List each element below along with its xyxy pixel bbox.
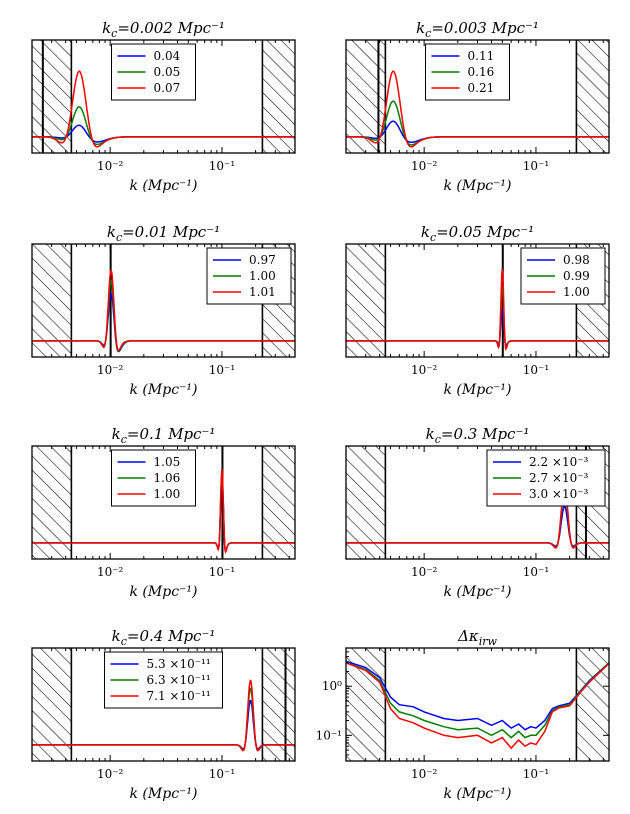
panel-title: kc=0.01 Mpc⁻¹ (107, 223, 220, 244)
y-tick-label: 10⁻¹ (316, 728, 342, 742)
panel-4: 10⁻² 10⁻¹ k (Mpc⁻¹) 0.98 0.99 1.00 (345, 243, 610, 398)
panel-title: kc=0.1 Mpc⁻¹ (112, 425, 216, 446)
legend-label: 3.0 ×10⁻³ (529, 487, 589, 501)
legend-label: 1.00 (563, 285, 590, 299)
x-tick-label: 10⁻¹ (523, 363, 549, 377)
excluded-region (32, 648, 72, 761)
legend-label: 0.16 (468, 65, 495, 79)
x-tick-label: 10⁻² (97, 565, 124, 579)
legend-label: 0.98 (563, 253, 590, 267)
x-tick-label: 10⁻² (411, 159, 438, 173)
legend-label: 1.00 (154, 487, 181, 501)
series-line-red (32, 468, 295, 554)
x-axis-label: k (Mpc⁻¹) (444, 786, 512, 802)
legend-label: 2.2 ×10⁻³ (529, 455, 589, 469)
x-tick-label: 10⁻¹ (209, 363, 235, 377)
x-axis-label: k (Mpc⁻¹) (444, 178, 512, 194)
x-tick-label: 10⁻¹ (209, 159, 235, 173)
x-tick-label: 10⁻¹ (523, 767, 549, 781)
series-line-green (346, 662, 609, 739)
legend-label: 1.01 (249, 285, 276, 299)
series-line-red (32, 679, 295, 752)
legend-label: 0.04 (154, 49, 181, 63)
excluded-region (32, 446, 72, 559)
x-tick-label: 10⁻² (411, 565, 438, 579)
excluded-region (346, 244, 386, 357)
x-tick-label: 10⁻¹ (523, 565, 549, 579)
excluded-region (576, 40, 609, 153)
legend-label: 6.3 ×10⁻¹¹ (147, 673, 211, 687)
x-tick-label: 10⁻² (97, 159, 124, 173)
series-line-red (32, 269, 295, 352)
excluded-region (262, 446, 295, 559)
panel-1: 10⁻² 10⁻¹ k (Mpc⁻¹) 0.04 0.05 0.07 (31, 39, 296, 194)
excluded-region (262, 648, 295, 761)
panel-title: kc=0.05 Mpc⁻¹ (421, 223, 534, 244)
legend-label: 0.11 (468, 49, 495, 63)
excluded-region (262, 40, 295, 153)
panel-8: 10⁻² 10⁻¹ 10⁰ 10⁻¹ k (Mpc⁻¹) (316, 647, 610, 802)
panel-5: 10⁻² 10⁻¹ k (Mpc⁻¹) 1.05 1.06 1.00 (31, 445, 296, 600)
panel-title: Δκirw (457, 627, 497, 648)
panel-2: 10⁻² 10⁻¹ k (Mpc⁻¹) 0.11 0.16 0.21 (345, 39, 610, 194)
series-line-red (32, 70, 295, 148)
legend-label: 1.06 (154, 471, 181, 485)
x-tick-label: 10⁻² (97, 767, 124, 781)
x-axis-label: k (Mpc⁻¹) (444, 584, 512, 600)
y-tick-label: 10⁰ (322, 679, 342, 693)
legend-label: 1.00 (249, 269, 276, 283)
x-axis-label: k (Mpc⁻¹) (130, 786, 198, 802)
panel-title: kc=0.4 Mpc⁻¹ (112, 627, 216, 648)
legend-label: 1.05 (154, 455, 181, 469)
legend-label: 0.97 (249, 253, 276, 267)
legend-label: 0.99 (563, 269, 590, 283)
x-tick-label: 10⁻¹ (209, 565, 235, 579)
series-line-blue (346, 660, 609, 731)
x-axis-label: k (Mpc⁻¹) (130, 178, 198, 194)
excluded-region (346, 446, 386, 559)
x-tick-label: 10⁻² (97, 363, 124, 377)
x-tick-label: 10⁻¹ (209, 767, 235, 781)
panel-7: 10⁻² 10⁻¹ k (Mpc⁻¹) 5.3 ×10⁻¹¹ 6.3 ×10⁻¹¹ 7.1… (31, 647, 296, 802)
panel-title: kc=0.002 Mpc⁻¹ (102, 19, 225, 40)
legend-label: 2.7 ×10⁻³ (529, 471, 589, 485)
x-axis-label: k (Mpc⁻¹) (130, 382, 198, 398)
legend-label: 0.07 (154, 81, 181, 95)
panel-3: 10⁻² 10⁻¹ k (Mpc⁻¹) 0.97 1.00 1.01 (31, 243, 296, 398)
panel-title: kc=0.3 Mpc⁻¹ (426, 425, 530, 446)
x-axis-label: k (Mpc⁻¹) (130, 584, 198, 600)
x-tick-label: 10⁻² (411, 767, 438, 781)
excluded-region (576, 648, 609, 761)
x-axis-label: k (Mpc⁻¹) (444, 382, 512, 398)
excluded-region (32, 244, 72, 357)
excluded-region (32, 40, 72, 153)
series-line-red (346, 70, 609, 148)
x-tick-label: 10⁻² (411, 363, 438, 377)
legend-label: 0.05 (154, 65, 181, 79)
series-line-red (346, 268, 609, 351)
legend-label: 7.1 ×10⁻¹¹ (147, 689, 211, 703)
legend-box (206, 247, 292, 305)
x-tick-label: 10⁻¹ (523, 159, 549, 173)
legend-label: 5.3 ×10⁻¹¹ (147, 657, 211, 671)
panel-6: 10⁻² 10⁻¹ k (Mpc⁻¹) 2.2 ×10⁻³ 2.7 ×10⁻³ 3.0 ×… (345, 445, 610, 600)
panel-title: kc=0.003 Mpc⁻¹ (416, 19, 539, 40)
excluded-region (346, 40, 386, 153)
legend-label: 0.21 (468, 81, 495, 95)
series-line-red (346, 662, 609, 750)
